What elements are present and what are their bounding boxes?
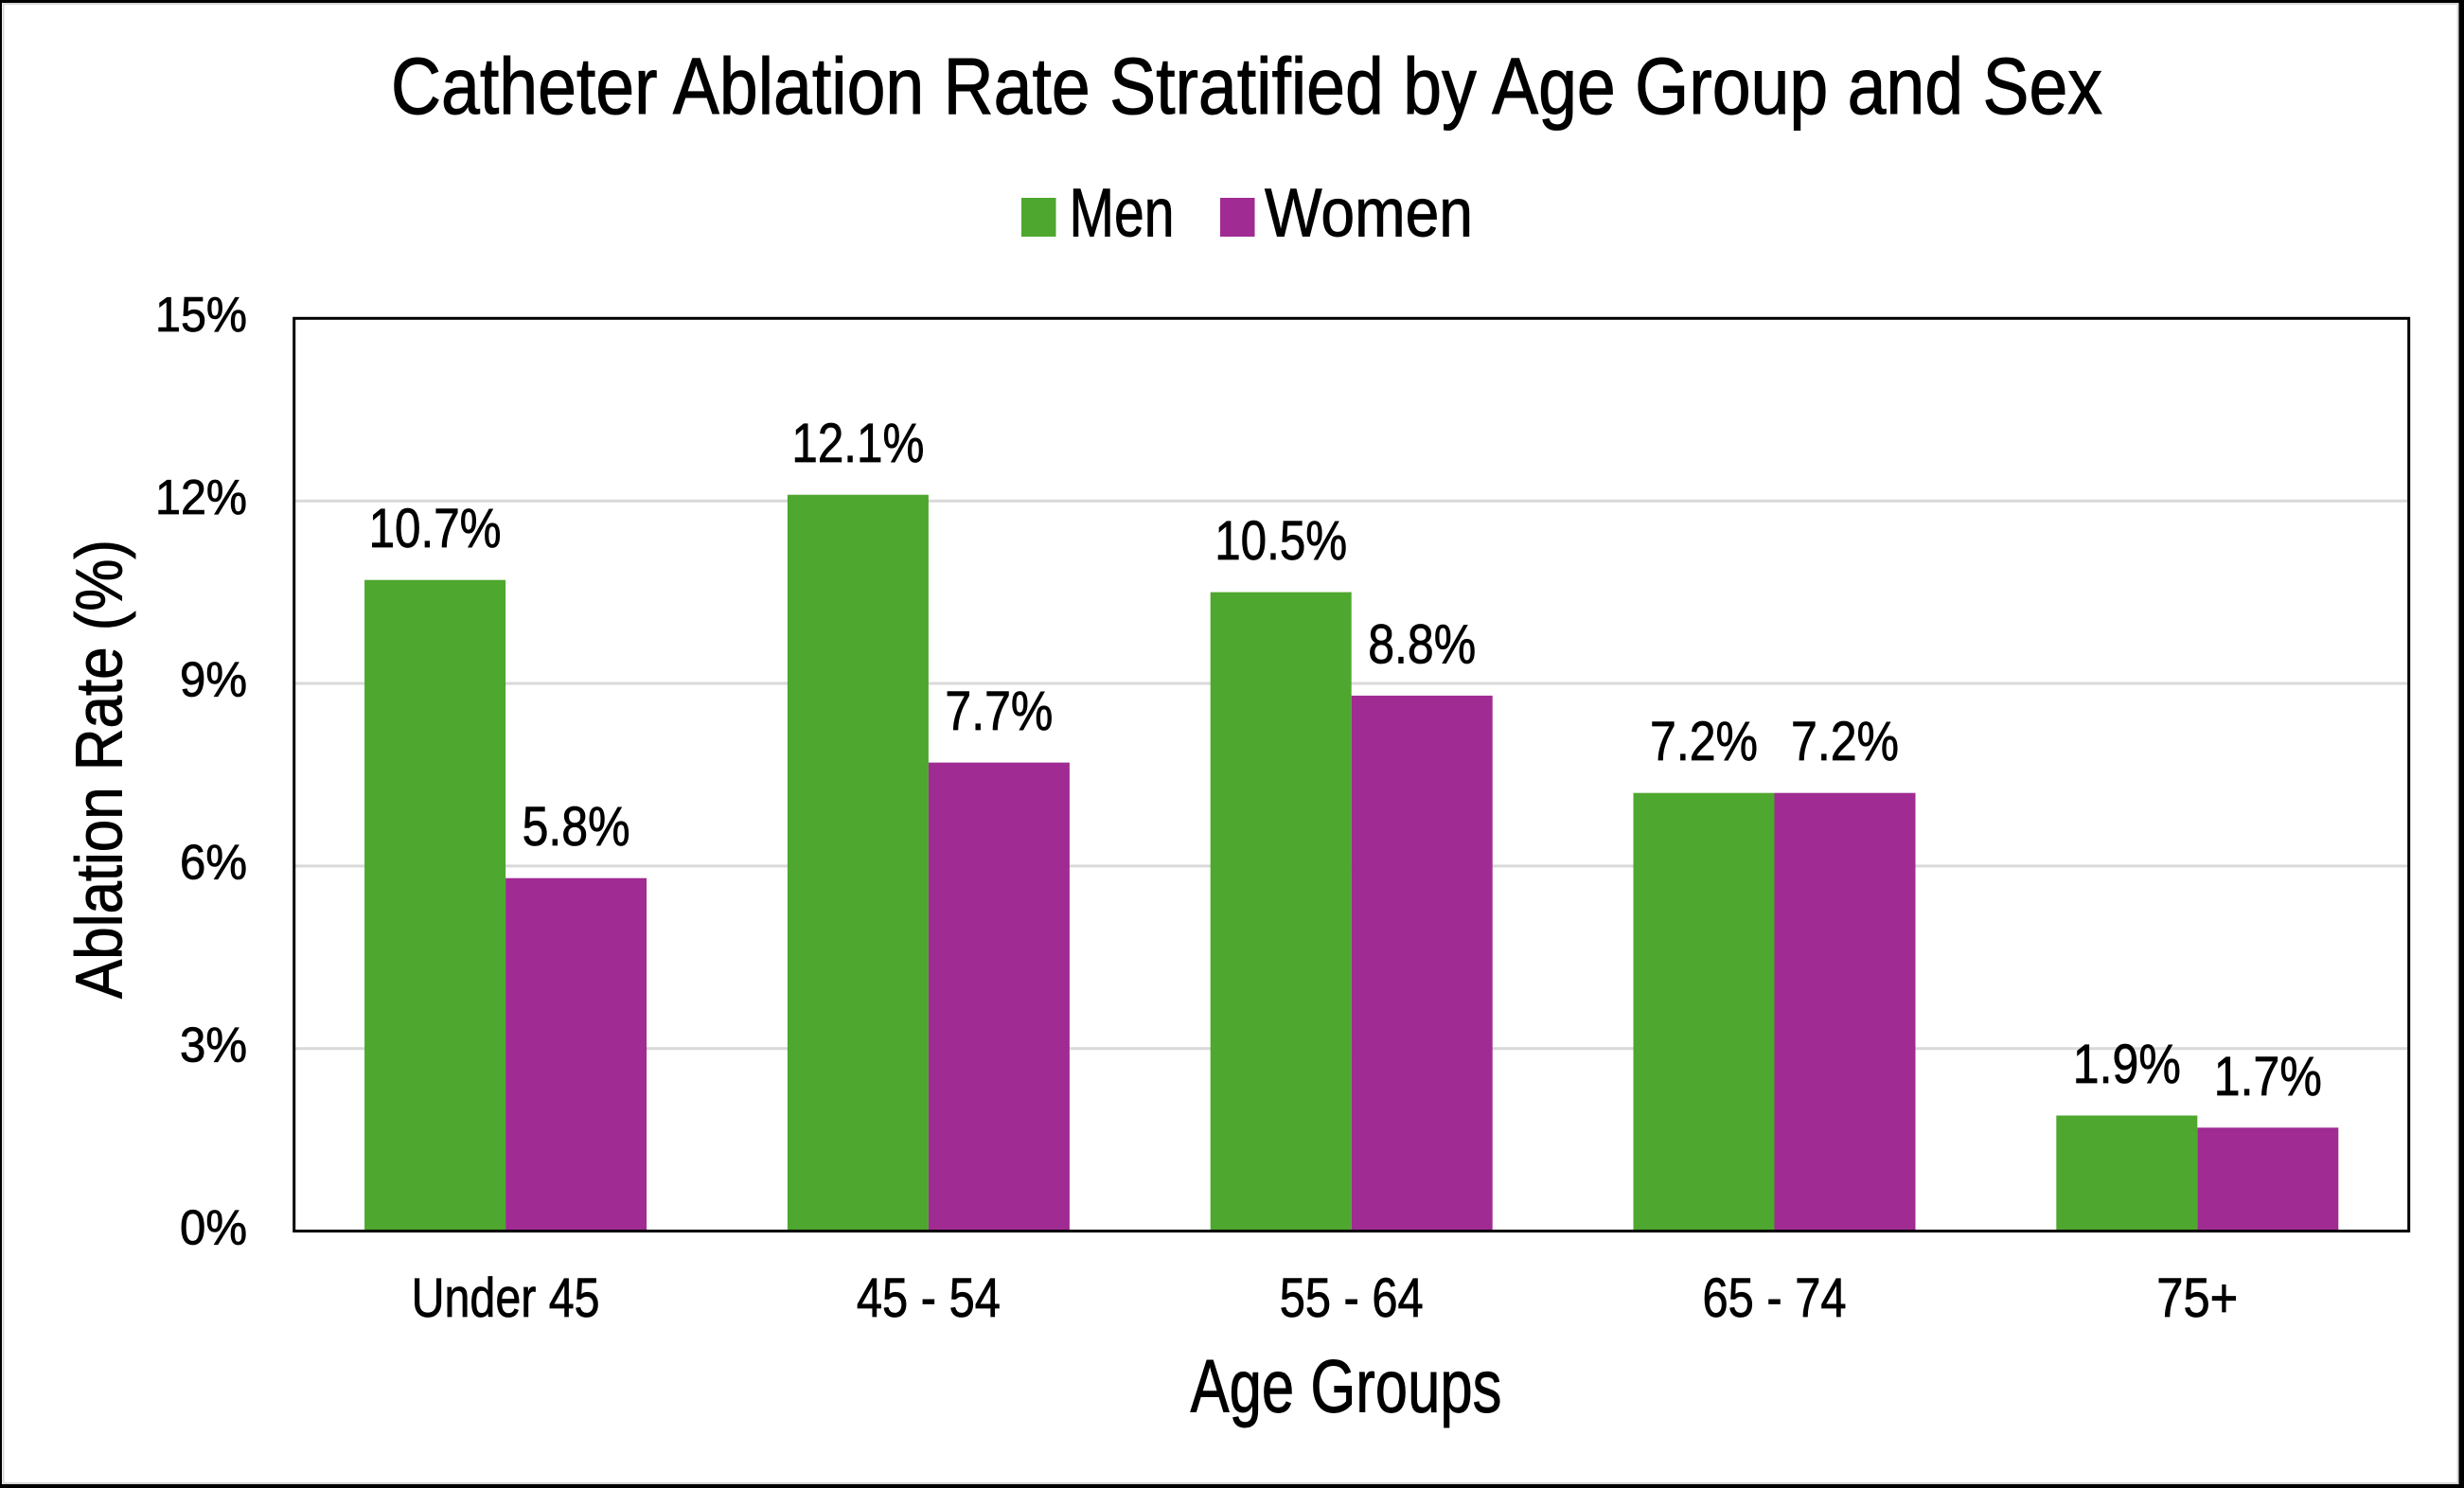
svg-text:6%: 6%: [180, 836, 247, 891]
svg-text:45 - 54: 45 - 54: [857, 1267, 1001, 1329]
svg-text:65 - 74: 65 - 74: [1703, 1267, 1847, 1329]
svg-text:3%: 3%: [180, 1018, 247, 1072]
svg-text:1.9%: 1.9%: [2073, 1034, 2181, 1095]
svg-text:Under 45: Under 45: [412, 1267, 600, 1329]
svg-text:12%: 12%: [155, 470, 247, 525]
svg-text:55 - 64: 55 - 64: [1280, 1267, 1424, 1329]
svg-text:12.1%: 12.1%: [791, 413, 924, 474]
svg-text:7.2%: 7.2%: [1791, 711, 1899, 772]
svg-text:0%: 0%: [180, 1200, 247, 1255]
svg-text:15%: 15%: [155, 288, 247, 343]
svg-text:8.8%: 8.8%: [1368, 613, 1476, 675]
svg-text:1.7%: 1.7%: [2214, 1046, 2322, 1107]
svg-text:Age Groups: Age Groups: [1191, 1344, 1502, 1428]
svg-text:9%: 9%: [180, 653, 247, 708]
svg-text:Women: Women: [1265, 176, 1473, 252]
svg-text:Men: Men: [1070, 176, 1175, 252]
svg-text:10.5%: 10.5%: [1214, 510, 1347, 572]
svg-text:10.7%: 10.7%: [369, 498, 502, 559]
svg-text:5.8%: 5.8%: [523, 796, 630, 858]
svg-text:75+: 75+: [2156, 1267, 2238, 1329]
svg-text:Ablation Rate (%): Ablation Rate (%): [62, 540, 136, 999]
svg-text:7.2%: 7.2%: [1650, 711, 1758, 772]
svg-text:7.7%: 7.7%: [945, 681, 1053, 742]
svg-text:Catheter Ablation Rate Stratif: Catheter Ablation Rate Stratified by Age…: [391, 42, 2102, 131]
